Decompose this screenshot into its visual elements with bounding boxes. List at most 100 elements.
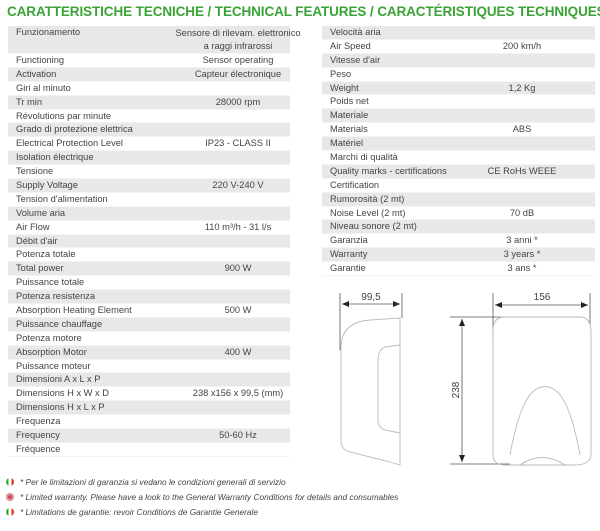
spec-value: 400 W [224, 346, 252, 357]
table-row: Air Flow 110 m³/h - 31 l/s [8, 221, 290, 235]
spec-label: Supply Voltage [16, 180, 79, 191]
table-row: Garanzia 3 anni * [322, 234, 595, 249]
spec-label: Absorption Motor [16, 346, 87, 357]
page-title: CARATTERISTICHE TECNICHE / TECHNICAL FEA… [7, 4, 600, 19]
front-view-sensor [519, 457, 566, 466]
spec-label: Dimensions H x W x D [16, 388, 109, 399]
table-row: Frequency 50-60 Hz [8, 429, 290, 443]
spec-label: Garanzia [330, 235, 368, 246]
spec-label: Potenza resistenza [16, 291, 96, 302]
spec-label: Débit d'air [16, 235, 58, 246]
table-row: Quality marks - certifications CE RoHs WE… [322, 164, 595, 179]
height-label: 238 [451, 381, 462, 398]
table-row: Débit d'air [8, 234, 290, 249]
spec-value: Sensor operating [202, 55, 274, 65]
uk-flag-icon [6, 492, 14, 501]
spec-label: Poids net [330, 96, 369, 107]
table-row: Garantie 3 ans * [322, 262, 595, 277]
spec-label: Révolutions par minute [16, 110, 112, 121]
spec-value: 3 anni * [506, 235, 538, 246]
table-row: Poids net [322, 95, 595, 110]
table-row: Activation Capteur électronique [8, 67, 290, 82]
table-row: Noise Level (2 mt) 70 dB [322, 207, 595, 221]
spec-label: Functioning [16, 55, 65, 65]
spec-value: 220 V-240 V [212, 180, 264, 191]
table-row: Niveau sonore (2 mt) [322, 220, 595, 235]
table-row: Velocità aria [322, 26, 595, 40]
spec-label: Dimensioni A x L x P [16, 374, 101, 385]
spec-label: Marchi di qualità [330, 152, 398, 163]
table-row: Puissance totale [8, 276, 290, 291]
spec-label: Electrical Protection Level [16, 138, 123, 149]
table-row: Vitesse d'air [322, 53, 595, 68]
spec-label: Tr min [16, 96, 42, 107]
spec-label: Puissance chauffage [16, 318, 103, 329]
spec-label: Frequenza [16, 416, 61, 427]
spec-label: Air Speed [330, 40, 371, 51]
table-row: Matériel [322, 137, 595, 152]
table-row: Volume aria [8, 206, 290, 221]
france-flag-icon [6, 507, 14, 516]
spec-label: Absorption Heating Element [16, 305, 132, 316]
table-row: Puissance chauffage [8, 317, 290, 332]
spec-value: 110 m³/h - 31 l/s [204, 221, 272, 232]
table-row: Weight 1,2 Kg [322, 81, 595, 96]
table-row: Funzionamento Sensore di rilevam. elettro… [8, 26, 301, 54]
spec-value: 70 dB [509, 207, 535, 218]
table-row: Tensione [8, 165, 290, 180]
spec-label: Quality marks - certifications [330, 165, 447, 176]
spec-label: Frequency [16, 430, 60, 441]
spec-label: Isolation électrique [16, 152, 94, 163]
spec-label: Puissance totale [16, 277, 85, 288]
spec-label: Tension d'alimentation [16, 193, 108, 204]
spec-value: Capteur électronique [194, 68, 282, 79]
spec-label: Velocità aria [330, 27, 381, 37]
spec-label: Rumorosità (2 mt) [330, 193, 405, 204]
spec-label: Warranty [330, 249, 368, 260]
spec-label: Tensione [16, 166, 54, 177]
table-row: Rumorosità (2 mt) [322, 192, 595, 207]
table-row: Absorption Heating Element 500 W [8, 304, 290, 318]
spec-label: Grado di protezione elettrica [16, 124, 133, 135]
spec-label: Vitesse d'air [330, 54, 381, 65]
table-row: Potenza totale [8, 248, 290, 263]
note-text: * Per le limitazioni di garanzia si veda… [20, 476, 286, 487]
table-row: Materials ABS [322, 123, 595, 138]
spec-value: Sensore di rilevam. elettronico a raggi … [175, 28, 301, 51]
table-row: Supply Voltage 220 V-240 V [8, 179, 290, 193]
spec-label: Niveau sonore (2 mt) [330, 221, 417, 232]
depth-label: 99,5 [361, 292, 381, 303]
spec-value: 28000 rpm [215, 96, 261, 107]
note-french: * Limitations de garantie: revoir Condit… [6, 504, 398, 519]
table-row: Total power 900 W [8, 262, 290, 277]
spec-value: 50-60 Hz [219, 430, 257, 441]
note-text: * Limited warranty. Please have a look t… [20, 491, 399, 502]
spec-label: Noise Level (2 mt) [330, 207, 406, 218]
note-english: * Limited warranty. Please have a look t… [6, 489, 398, 504]
spec-label: Potenza totale [16, 249, 76, 260]
table-row: Potenza resistenza [8, 290, 290, 305]
note-italian: * Per le limitazioni di garanzia si veda… [6, 474, 398, 489]
width-label: 156 [534, 292, 551, 303]
spec-label: Air Flow [16, 221, 50, 232]
spec-value: IP23 - CLASS II [205, 138, 271, 149]
spec-label: Dimensions H x L x P [16, 402, 105, 413]
table-row: Tr min 28000 rpm [8, 95, 290, 110]
table-row: Fréquence [8, 443, 290, 457]
spec-label: Puissance moteur [16, 360, 91, 371]
table-row: Marchi di qualità [322, 151, 595, 165]
spec-label: Giri al minuto [16, 82, 71, 93]
spec-value: ABS [512, 124, 532, 135]
side-view-handle [377, 344, 401, 434]
table-row: Air Speed 200 km/h [322, 40, 595, 54]
warranty-notes: * Per le limitazioni di garanzia si veda… [6, 474, 398, 519]
table-row: Warranty 3 years * [322, 248, 595, 263]
note-text: * Limitations de garantie: revoir Condit… [20, 506, 258, 517]
spec-label: Fréquence [16, 443, 61, 454]
table-row: Functioning Sensor operating [8, 54, 290, 68]
spec-value: 200 km/h [502, 40, 542, 51]
table-row: Dimensions H x L x P [8, 401, 290, 416]
spec-label: Certification [330, 179, 380, 190]
spec-label: Materials [330, 124, 368, 135]
